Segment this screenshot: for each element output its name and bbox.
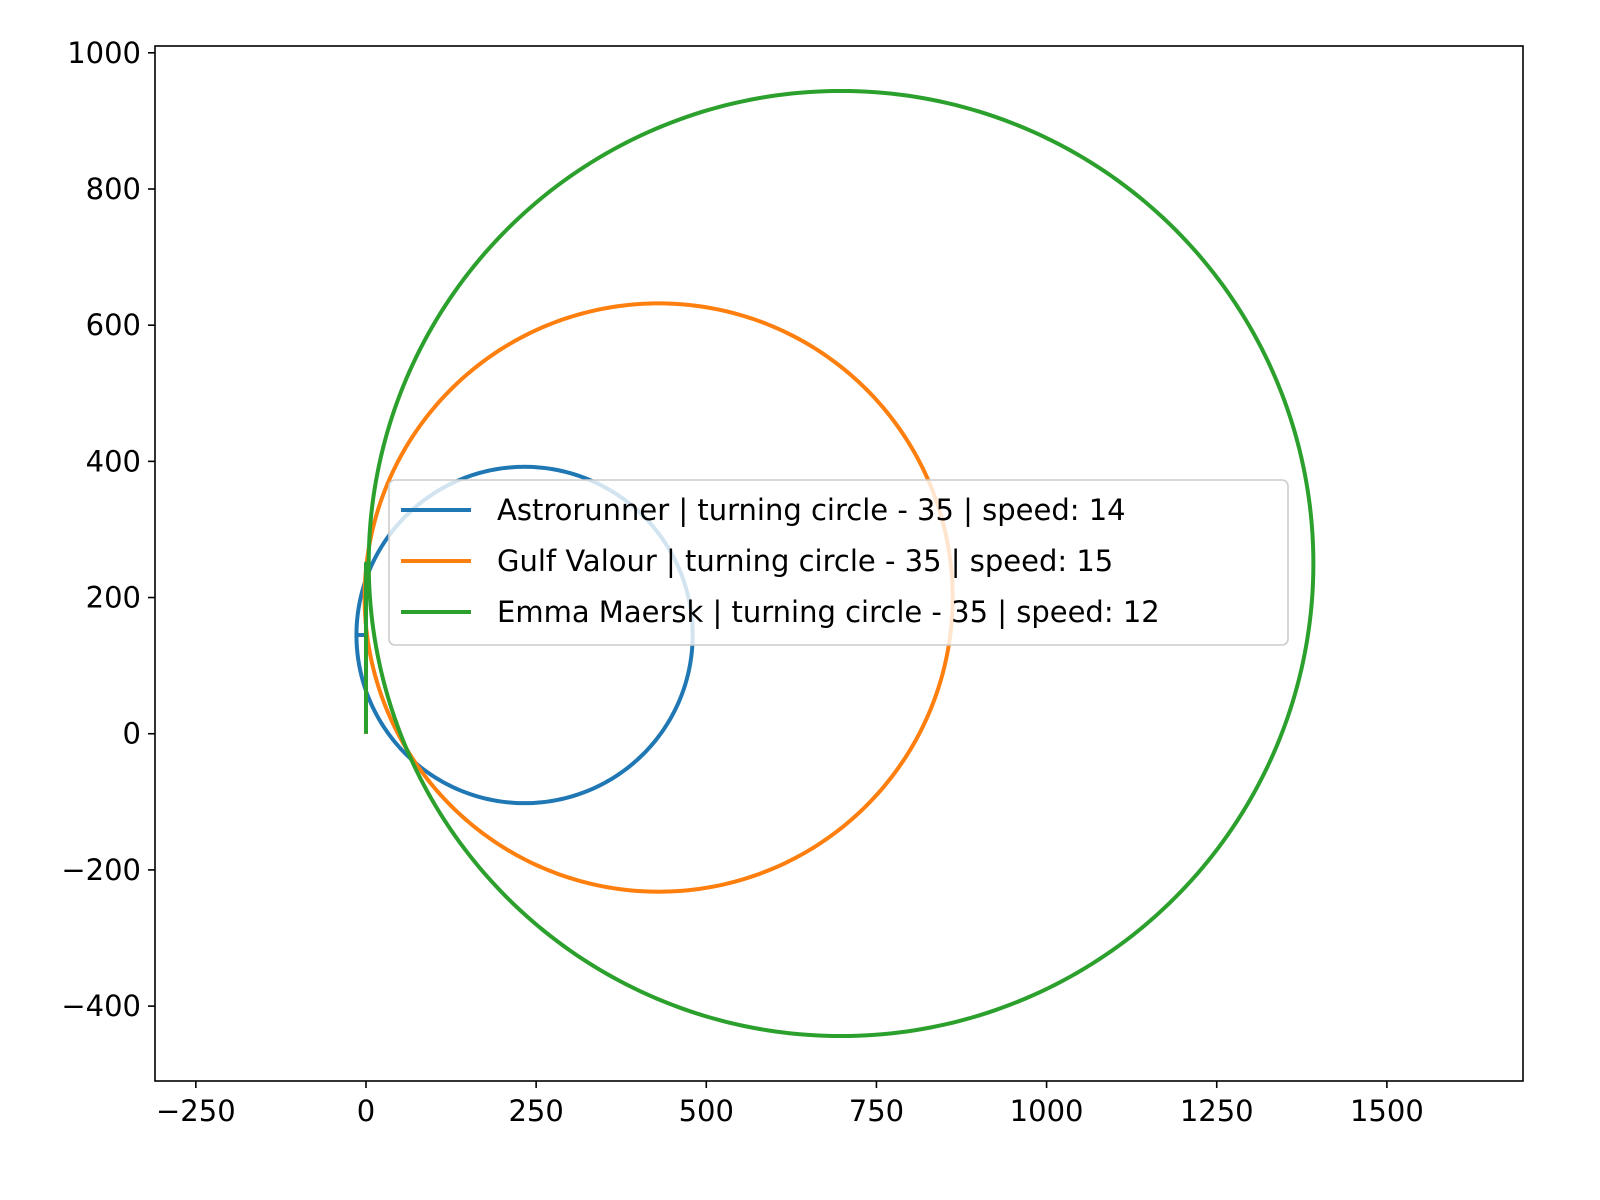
x-tick-label: −250	[156, 1094, 236, 1128]
x-tick-label: 1250	[1180, 1094, 1254, 1128]
y-tick-label: 800	[86, 172, 141, 206]
legend: Astrorunner | turning circle - 35 | spee…	[388, 479, 1289, 646]
plot-frame	[154, 45, 1524, 1082]
y-tick-label: 0	[123, 717, 141, 751]
x-tick-label: 0	[357, 1094, 375, 1128]
legend-box	[388, 479, 1289, 646]
x-axis: −250 0 250 500 750 1000 1250 1500	[156, 1081, 1424, 1128]
x-tick-label: 250	[508, 1094, 563, 1128]
y-tick-label: 200	[86, 581, 141, 615]
series-line-3	[363, 88, 1316, 1039]
y-tick-label: −400	[61, 989, 141, 1023]
x-tick-label: 500	[679, 1094, 734, 1128]
y-tick-label: 1000	[67, 36, 141, 70]
x-tick-label: 750	[849, 1094, 904, 1128]
legend-label-1: Astrorunner | turning circle - 35 | spee…	[497, 493, 1126, 527]
x-tick-label: 1500	[1350, 1094, 1424, 1128]
legend-label-3: Emma Maersk | turning circle - 35 | spee…	[497, 595, 1160, 629]
y-axis: −400 −200 0 200 400 600 800 1000	[61, 36, 155, 1023]
y-tick-label: 600	[86, 308, 141, 342]
legend-label-2: Gulf Valour | turning circle - 35 | spee…	[497, 544, 1113, 578]
y-tick-label: −200	[61, 853, 141, 887]
y-tick-label: 400	[86, 444, 141, 478]
x-tick-label: 1000	[1010, 1094, 1084, 1128]
